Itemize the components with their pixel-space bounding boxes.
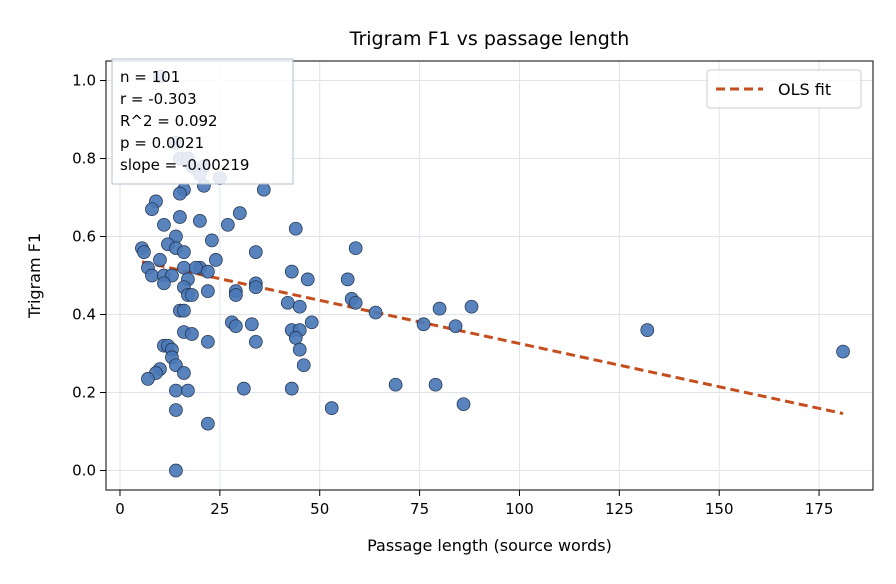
stats-r: r = -0.303 xyxy=(120,90,197,108)
y-tick-label: 1.0 xyxy=(72,72,96,90)
x-tick-label: 125 xyxy=(605,500,634,518)
data-point xyxy=(193,214,207,228)
data-point xyxy=(141,372,155,386)
stats-r2: R^2 = 0.092 xyxy=(120,112,218,130)
data-point xyxy=(201,416,215,431)
data-point xyxy=(185,327,199,341)
x-tick-label: 50 xyxy=(310,500,329,518)
data-point xyxy=(428,377,443,392)
stats-n: n = 101 xyxy=(120,68,180,86)
data-point xyxy=(185,288,199,302)
data-point xyxy=(340,272,355,287)
data-point xyxy=(228,288,243,302)
data-point xyxy=(177,260,191,275)
data-point xyxy=(169,463,183,478)
data-point xyxy=(209,253,223,267)
data-point xyxy=(220,217,235,232)
data-point xyxy=(288,221,303,236)
data-point xyxy=(288,331,303,345)
data-point xyxy=(416,317,431,332)
data-point xyxy=(177,245,191,259)
data-point xyxy=(145,202,159,217)
data-point xyxy=(145,268,159,283)
data-point xyxy=(640,323,655,337)
legend-fit-label: OLS fit xyxy=(778,80,831,99)
data-point xyxy=(137,245,151,259)
data-point xyxy=(157,276,171,291)
data-point xyxy=(368,305,383,320)
data-point xyxy=(201,334,215,349)
data-point xyxy=(177,366,191,380)
x-tick-label: 0 xyxy=(115,500,125,518)
data-point xyxy=(284,381,299,396)
data-point xyxy=(248,280,263,295)
stats-slope: slope = -0.00219 xyxy=(120,156,249,174)
data-point xyxy=(836,344,850,359)
data-point xyxy=(157,217,171,232)
data-point xyxy=(244,317,259,332)
y-tick-label: 0.6 xyxy=(72,228,96,246)
y-tick-label: 0.8 xyxy=(72,150,96,168)
data-point xyxy=(464,299,479,314)
stats-box-frame xyxy=(111,58,294,185)
data-point xyxy=(296,358,311,373)
stats-box: n = 101 r = -0.303 R^2 = 0.092 p = 0.002… xyxy=(111,58,294,185)
chart-title: Trigram F1 vs passage length xyxy=(349,28,630,50)
legend: OLS fit xyxy=(706,69,862,109)
data-point xyxy=(292,342,307,357)
data-point xyxy=(256,182,271,197)
data-point xyxy=(284,264,299,279)
x-axis-ticks: 0 25 50 75 100 125 150 175 xyxy=(115,490,833,518)
data-point xyxy=(173,210,187,224)
y-tick-label: 0.2 xyxy=(72,384,96,402)
y-tick-label: 0.4 xyxy=(72,306,96,324)
data-point xyxy=(456,397,471,412)
data-point xyxy=(228,319,243,334)
data-point xyxy=(324,401,339,415)
data-point xyxy=(177,303,191,318)
data-point xyxy=(236,381,251,396)
y-tick-label: 0.0 xyxy=(72,462,96,480)
data-point xyxy=(280,295,295,310)
y-axis-ticks: 0.0 0.2 0.4 0.6 0.8 1.0 xyxy=(72,72,106,480)
data-point xyxy=(432,301,447,316)
data-point xyxy=(304,315,319,330)
stats-p: p = 0.0021 xyxy=(120,134,204,152)
data-point xyxy=(300,272,315,287)
data-point xyxy=(169,403,183,417)
y-axis-label: Trigram F1 xyxy=(25,233,44,319)
data-point xyxy=(292,299,307,314)
data-point xyxy=(205,233,219,248)
data-point xyxy=(232,206,247,220)
plot-frame xyxy=(105,60,874,491)
data-point xyxy=(173,186,187,201)
data-point xyxy=(348,295,363,310)
data-point xyxy=(169,383,183,398)
x-tick-label: 100 xyxy=(505,500,534,518)
data-point xyxy=(189,260,203,275)
x-tick-label: 150 xyxy=(705,500,734,518)
x-tick-label: 25 xyxy=(210,500,229,518)
data-point xyxy=(388,377,403,392)
legend-frame xyxy=(706,69,862,109)
x-tick-label: 175 xyxy=(805,500,834,518)
x-axis-label: Passage length (source words) xyxy=(367,536,612,555)
data-point xyxy=(201,264,215,279)
data-point xyxy=(248,245,263,259)
data-point xyxy=(153,253,167,267)
data-point xyxy=(348,241,363,256)
data-point xyxy=(448,319,463,334)
data-point xyxy=(201,284,215,298)
data-point xyxy=(181,383,195,398)
data-point xyxy=(248,334,263,349)
x-tick-label: 75 xyxy=(410,500,429,518)
